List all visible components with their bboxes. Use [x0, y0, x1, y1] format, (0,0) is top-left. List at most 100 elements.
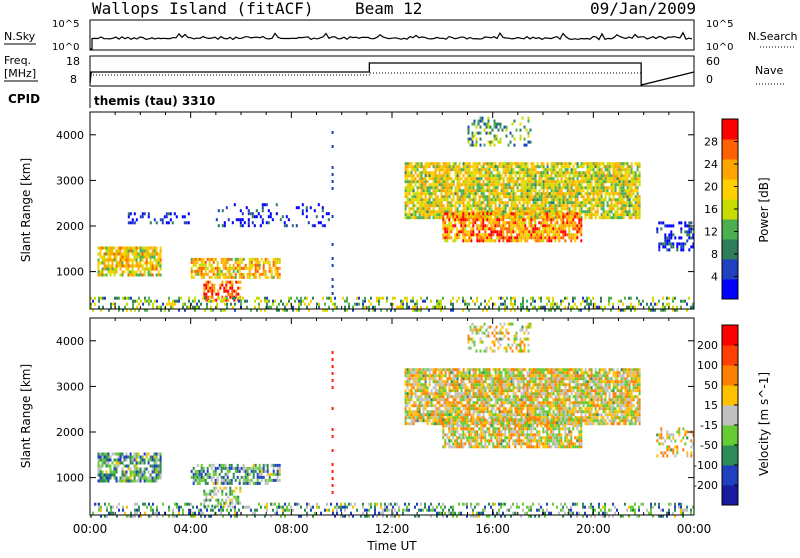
- velocity-echo-cell: [211, 476, 213, 479]
- power-echo-cell: [535, 183, 537, 186]
- power-echo-cell: [546, 230, 548, 233]
- power-echo-cell: [615, 165, 617, 168]
- power-echo-cell: [619, 213, 621, 216]
- velocity-echo-cell: [152, 471, 154, 474]
- power-echo-cell: [478, 218, 480, 221]
- power-echo-cell: [662, 306, 664, 309]
- power-echo-cell: [134, 247, 136, 250]
- power-echo-cell: [563, 180, 565, 183]
- power-echo-cell: [567, 186, 569, 189]
- power-echo-cell: [227, 267, 229, 270]
- power-echo-cell: [613, 162, 615, 165]
- velocity-echo-cell: [259, 473, 261, 476]
- power-echo-cell: [601, 201, 603, 204]
- velocity-echo-cell: [219, 487, 221, 490]
- power-echo-cell: [233, 290, 235, 293]
- power-echo-cell: [146, 265, 148, 268]
- velocity-echo-cell: [427, 386, 429, 389]
- power-echo-cell: [477, 192, 479, 195]
- power-echo-cell: [567, 183, 569, 186]
- velocity-echo-cell: [405, 389, 407, 392]
- power-echo-cell: [252, 215, 254, 218]
- power-echo-cell: [550, 218, 552, 221]
- power-echo-cell: [463, 204, 465, 207]
- velocity-echo-cell: [203, 499, 205, 502]
- velocity-echo-cell: [463, 392, 465, 395]
- power-echo-cell: [497, 171, 499, 174]
- power-echo-cell: [629, 204, 631, 207]
- power-echo-cell: [565, 165, 567, 168]
- power-echo-cell: [457, 171, 459, 174]
- power-echo-cell: [128, 268, 130, 271]
- velocity-echo-cell: [116, 471, 118, 474]
- power-echo-region: [442, 212, 582, 242]
- power-echo-cell: [515, 192, 517, 195]
- power-echo-cell: [446, 233, 448, 236]
- power-echo-cell: [621, 210, 623, 213]
- power-echo-cell: [400, 306, 402, 309]
- power-echo-cell: [411, 165, 413, 168]
- power-echo-cell: [447, 189, 449, 192]
- power-echo-cell: [549, 201, 551, 204]
- power-echo-cell: [162, 218, 164, 221]
- velocity-echo-cell: [245, 479, 247, 482]
- power-echo-cell: [270, 306, 272, 309]
- power-echo-cell: [488, 123, 490, 126]
- velocity-echo-cell: [405, 419, 407, 422]
- power-echo-cell: [534, 300, 536, 303]
- power-echo-cell: [459, 186, 461, 189]
- power-echo-cell: [528, 233, 530, 236]
- velocity-echo-cell: [279, 470, 281, 473]
- power-echo-cell: [530, 236, 532, 239]
- velocity-echo-cell: [405, 392, 407, 395]
- power-streak-cell: [332, 173, 334, 176]
- power-echo-cell: [459, 177, 461, 180]
- power-echo-cell: [203, 287, 205, 290]
- power-echo-cell: [520, 218, 522, 221]
- power-echo-cell: [219, 284, 221, 287]
- power-echo-cell: [529, 168, 531, 171]
- power-echo-cell: [411, 168, 413, 171]
- power-echo-cell: [484, 218, 486, 221]
- power-echo-cell: [120, 259, 122, 262]
- power-echo-cell: [486, 303, 488, 306]
- velocity-echo-cell: [106, 456, 108, 459]
- power-echo-cell: [441, 210, 443, 213]
- velocity-echo-cell: [409, 398, 411, 401]
- velocity-echo-cell: [467, 374, 469, 377]
- velocity-echo-cell: [142, 462, 144, 465]
- power-colorbar-tick-label: 28: [704, 136, 718, 149]
- power-echo-cell: [469, 162, 471, 165]
- power-echo-cell: [225, 273, 227, 276]
- power-echo-cell: [154, 259, 156, 262]
- power-echo-cell: [541, 171, 543, 174]
- power-echo-cell: [402, 303, 404, 306]
- velocity-echo-cell: [209, 476, 211, 479]
- power-echo-cell: [267, 258, 269, 261]
- velocity-echo-cell: [213, 482, 215, 485]
- power-echo-cell: [581, 192, 583, 195]
- power-echo-cell: [554, 233, 556, 236]
- power-echo-cell: [259, 267, 261, 270]
- velocity-echo-cell: [160, 456, 162, 459]
- power-echo-cell: [472, 233, 474, 236]
- power-echo-cell: [497, 198, 499, 201]
- power-echo-cell: [581, 165, 583, 168]
- velocity-echo-cell: [251, 479, 253, 482]
- power-echo-cell: [104, 262, 106, 265]
- velocity-echo-cell: [235, 470, 237, 473]
- power-echo-cell: [486, 123, 488, 126]
- power-echo-cell: [272, 303, 274, 306]
- power-echo-cell: [259, 264, 261, 267]
- velocity-echo-cell: [411, 389, 413, 392]
- power-echo-cell: [158, 306, 160, 309]
- power-echo-cell: [497, 207, 499, 210]
- power-echo-cell: [550, 236, 552, 239]
- power-echo-cell: [279, 267, 281, 270]
- power-echo-cell: [405, 201, 407, 204]
- power-streak-cell: [332, 264, 334, 267]
- power-echo-cell: [690, 306, 692, 309]
- power-echo-cell: [468, 224, 470, 227]
- power-echo-cell: [203, 258, 205, 261]
- power-echo-cell: [552, 218, 554, 221]
